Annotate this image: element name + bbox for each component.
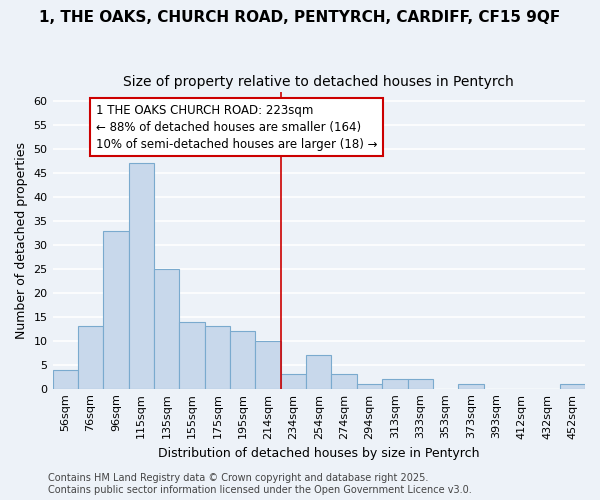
Bar (357, 384, 382, 388)
Bar (103, 230, 128, 388)
Bar (281, 374, 306, 388)
Text: 1, THE OAKS, CHURCH ROAD, PENTYRCH, CARDIFF, CF15 9QF: 1, THE OAKS, CHURCH ROAD, PENTYRCH, CARD… (40, 10, 560, 25)
Y-axis label: Number of detached properties: Number of detached properties (15, 142, 28, 338)
Bar (179, 322, 205, 388)
Bar (256, 341, 281, 388)
Bar (407, 379, 433, 388)
Bar (230, 331, 256, 388)
Bar (154, 269, 179, 388)
Bar (128, 164, 154, 388)
Bar (382, 379, 407, 388)
Text: Contains HM Land Registry data © Crown copyright and database right 2025.
Contai: Contains HM Land Registry data © Crown c… (48, 474, 472, 495)
Bar (458, 384, 484, 388)
Title: Size of property relative to detached houses in Pentyrch: Size of property relative to detached ho… (124, 75, 514, 89)
Bar (306, 355, 331, 388)
Bar (560, 384, 585, 388)
Bar (331, 374, 357, 388)
Bar (78, 326, 103, 388)
Bar (53, 370, 78, 388)
Text: 1 THE OAKS CHURCH ROAD: 223sqm
← 88% of detached houses are smaller (164)
10% of: 1 THE OAKS CHURCH ROAD: 223sqm ← 88% of … (95, 104, 377, 150)
Bar (205, 326, 230, 388)
X-axis label: Distribution of detached houses by size in Pentyrch: Distribution of detached houses by size … (158, 447, 479, 460)
